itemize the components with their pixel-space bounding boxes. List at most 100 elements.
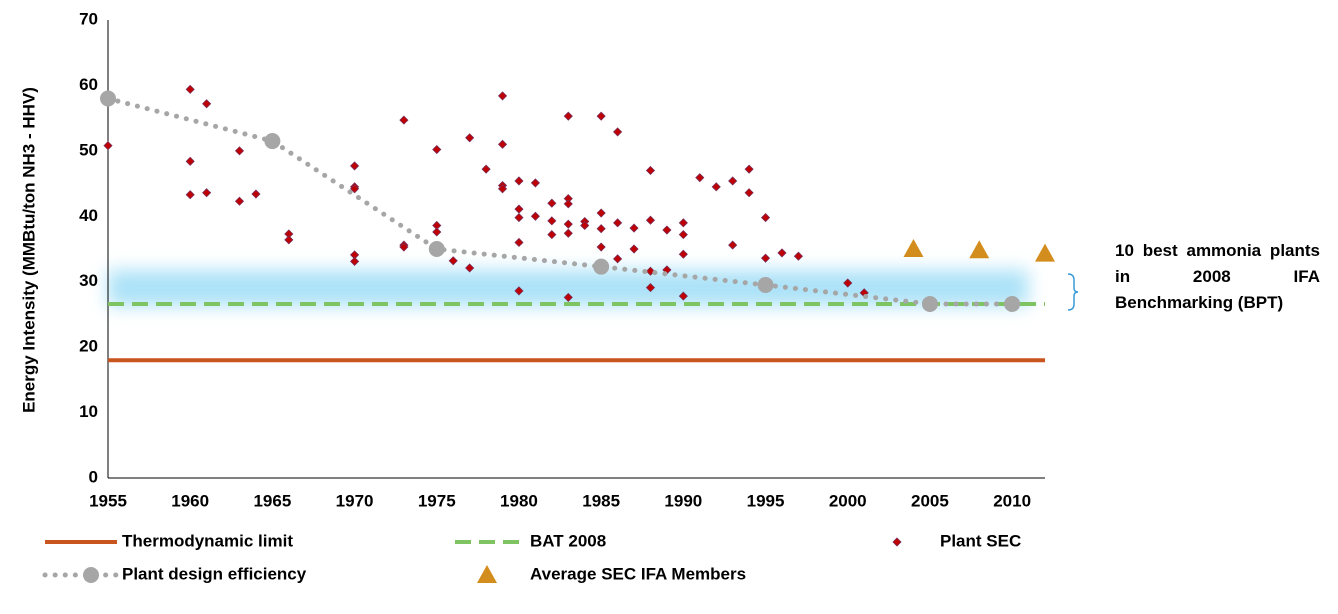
y-tick-label: 20: [79, 337, 98, 356]
plant-sec-point: [547, 230, 557, 240]
plant-sec-point: [580, 220, 590, 231]
x-tick-label: 1985: [582, 491, 620, 510]
x-tick-label: 2000: [829, 491, 867, 510]
plant-sec-point: [185, 156, 195, 166]
plant-sec-point: [514, 286, 524, 296]
plant-sec-point: [629, 244, 639, 254]
plant-sec-point: [678, 218, 688, 228]
plant-sec-point: [777, 248, 787, 258]
plant-sec-point: [645, 266, 656, 276]
plant-sec-point: [185, 84, 195, 94]
plant-sec-point: [760, 213, 771, 223]
circle-marker: [921, 295, 938, 312]
plant-sec-point: [613, 218, 623, 228]
y-tick-label: 30: [79, 271, 98, 290]
plant-sec-point: [678, 291, 688, 301]
x-tick-label: 1955: [89, 491, 127, 510]
plant-sec-point: [678, 249, 688, 259]
plant-sec-point: [514, 204, 524, 214]
plant-sec-point: [728, 240, 738, 250]
plant-sec-point: [711, 182, 721, 192]
plant-sec-point: [645, 215, 656, 225]
plant-sec-point: [563, 199, 573, 209]
circle-marker: [757, 276, 774, 293]
legend-label: Thermodynamic limit: [122, 531, 293, 550]
plant-sec-point: [596, 224, 606, 234]
plant-sec-point: [744, 188, 754, 198]
x-tick-label: 1980: [500, 491, 538, 510]
x-tick-label: 2005: [911, 491, 949, 510]
legend-label: Plant design efficiency: [122, 564, 307, 583]
x-tick-label: 1990: [664, 491, 702, 510]
plant-sec-point: [350, 161, 360, 171]
plant-sec-point: [596, 111, 606, 121]
plant-sec-point: [793, 251, 803, 261]
plant-sec-point: [481, 164, 491, 174]
x-tick-label: 1960: [171, 491, 209, 510]
plant-sec-point: [399, 242, 409, 252]
plant-sec-point: [843, 278, 853, 288]
plant-sec-point: [596, 242, 606, 252]
triangle-marker: [969, 240, 990, 259]
legend-label: BAT 2008: [530, 531, 606, 550]
plant-sec-point: [103, 141, 113, 151]
plant-sec-point: [728, 176, 738, 186]
circle-marker: [83, 567, 99, 583]
plant-sec-point: [563, 228, 573, 238]
bpt-brace: [1067, 273, 1079, 311]
plant-sec-point: [234, 146, 245, 156]
plant-sec-point: [563, 111, 573, 121]
triangle-marker: [903, 239, 924, 257]
plant-sec-point: [465, 263, 475, 273]
plant-sec-point: [514, 237, 524, 248]
plant-sec-point: [514, 176, 524, 186]
circle-marker: [1004, 295, 1021, 312]
x-tick-label: 1970: [336, 491, 374, 510]
plant-sec-point: [547, 198, 557, 208]
plant-sec-point: [432, 144, 442, 155]
plant-sec-point: [514, 213, 524, 223]
plant-sec-point: [497, 139, 508, 149]
plant-sec-point: [563, 292, 573, 302]
plant-sec-point: [497, 91, 508, 101]
legend-label: Average SEC IFA Members: [530, 564, 746, 583]
plant-sec-point: [629, 223, 639, 233]
plant-sec-point: [613, 254, 623, 264]
plant-sec-point: [678, 230, 688, 240]
plant-sec-point: [547, 216, 557, 226]
plant-sec-point: [234, 196, 245, 206]
legend-label: Plant SEC: [940, 531, 1021, 550]
plant-sec-point: [563, 219, 573, 229]
circle-marker: [100, 90, 116, 107]
plant-sec-point: [760, 253, 771, 263]
plant-sec-point: [892, 537, 902, 547]
plant-sec-point: [284, 235, 294, 245]
y-tick-label: 10: [79, 402, 98, 421]
plant-sec-point: [251, 189, 261, 199]
plant-sec-point: [350, 256, 360, 266]
y-axis-label: Energy Intensity (MMBtu/ton NH3 - HHV): [19, 87, 38, 413]
plant-sec-point: [744, 164, 754, 174]
plant-sec-point: [530, 178, 540, 188]
y-tick-label: 0: [89, 467, 98, 486]
plant-sec-point: [350, 184, 360, 194]
y-tick-label: 50: [79, 140, 98, 159]
plant-sec-point: [645, 165, 656, 176]
x-tick-label: 1995: [747, 491, 785, 510]
plant-sec-point: [695, 173, 705, 183]
plant-sec-point: [596, 208, 606, 218]
annotation: 10 best ammonia plants in 2008 IFA Bench…: [1115, 241, 1320, 312]
circle-marker: [593, 258, 610, 275]
y-tick-label: 40: [79, 206, 98, 225]
y-tick-label: 60: [79, 75, 98, 94]
plant-sec-point: [497, 184, 508, 194]
triangle-marker: [477, 565, 497, 583]
y-tick-label: 70: [79, 9, 98, 28]
plant-sec-point: [399, 115, 409, 125]
plant-sec-point: [465, 133, 475, 143]
plant-sec-point: [202, 188, 212, 198]
triangle-marker: [1035, 243, 1055, 262]
x-tick-label: 1975: [418, 491, 456, 510]
